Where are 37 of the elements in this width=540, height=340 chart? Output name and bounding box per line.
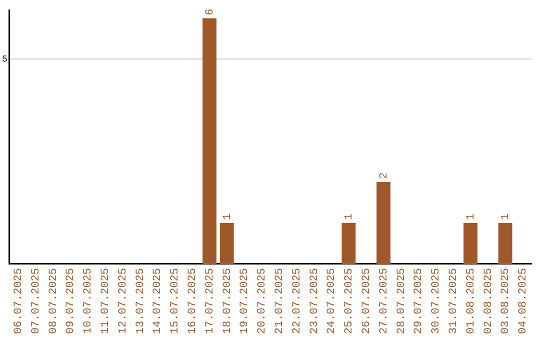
x-tick-label: 28.07.2025 — [396, 268, 408, 334]
x-tick-label: 06.07.2025 — [13, 268, 26, 334]
x-tick-label: 22.07.2025 — [291, 268, 304, 334]
x-tick-label: 15.07.2025 — [170, 268, 182, 334]
x-tick-label: 02.08.2025 — [482, 268, 495, 334]
x-tick-label: 18.07.2025 — [222, 268, 234, 334]
x-tick-label: 26.07.2025 — [360, 268, 373, 334]
x-tick-label: 27.07.2025 — [378, 268, 390, 334]
x-tick-label: 30.07.2025 — [430, 268, 443, 334]
x-tick-label: 17.07.2025 — [204, 268, 216, 334]
y-tick-label: 5 — [2, 54, 8, 65]
x-tick-label: 21.07.2025 — [274, 268, 286, 334]
x-tick-label: 11.07.2025 — [100, 268, 112, 334]
x-tick-label: 29.07.2025 — [413, 268, 426, 334]
x-tick-label: 19.07.2025 — [239, 268, 252, 334]
data-label: 1 — [222, 213, 234, 220]
data-label: 2 — [378, 172, 390, 180]
data-label: 1 — [500, 213, 512, 220]
x-tick-label: 24.07.2025 — [326, 268, 338, 334]
x-tick-label: 23.07.2025 — [308, 268, 321, 334]
x-tick-label: 31.07.2025 — [448, 268, 460, 334]
x-tick-label: 16.07.2025 — [186, 268, 199, 334]
x-tick-label: 07.07.2025 — [30, 268, 42, 334]
x-tick-label: 09.07.2025 — [65, 268, 78, 334]
x-tick-label: 14.07.2025 — [152, 268, 164, 334]
x-tick-label: 01.08.2025 — [465, 268, 478, 334]
x-tick-label: 20.07.2025 — [256, 268, 269, 334]
x-tick-label: 04.08.2025 — [518, 268, 530, 334]
x-tick-label: 03.08.2025 — [500, 268, 512, 334]
x-tick-label: 10.07.2025 — [82, 268, 95, 334]
x-tick-label: 12.07.2025 — [117, 268, 130, 334]
data-label: 1 — [465, 213, 478, 220]
x-tick-label: 13.07.2025 — [134, 268, 147, 334]
data-label: 6 — [204, 8, 216, 16]
data-label: 1 — [344, 213, 356, 220]
x-tick-label: 25.07.2025 — [344, 268, 356, 334]
x-tick-label: 08.07.2025 — [48, 268, 60, 334]
